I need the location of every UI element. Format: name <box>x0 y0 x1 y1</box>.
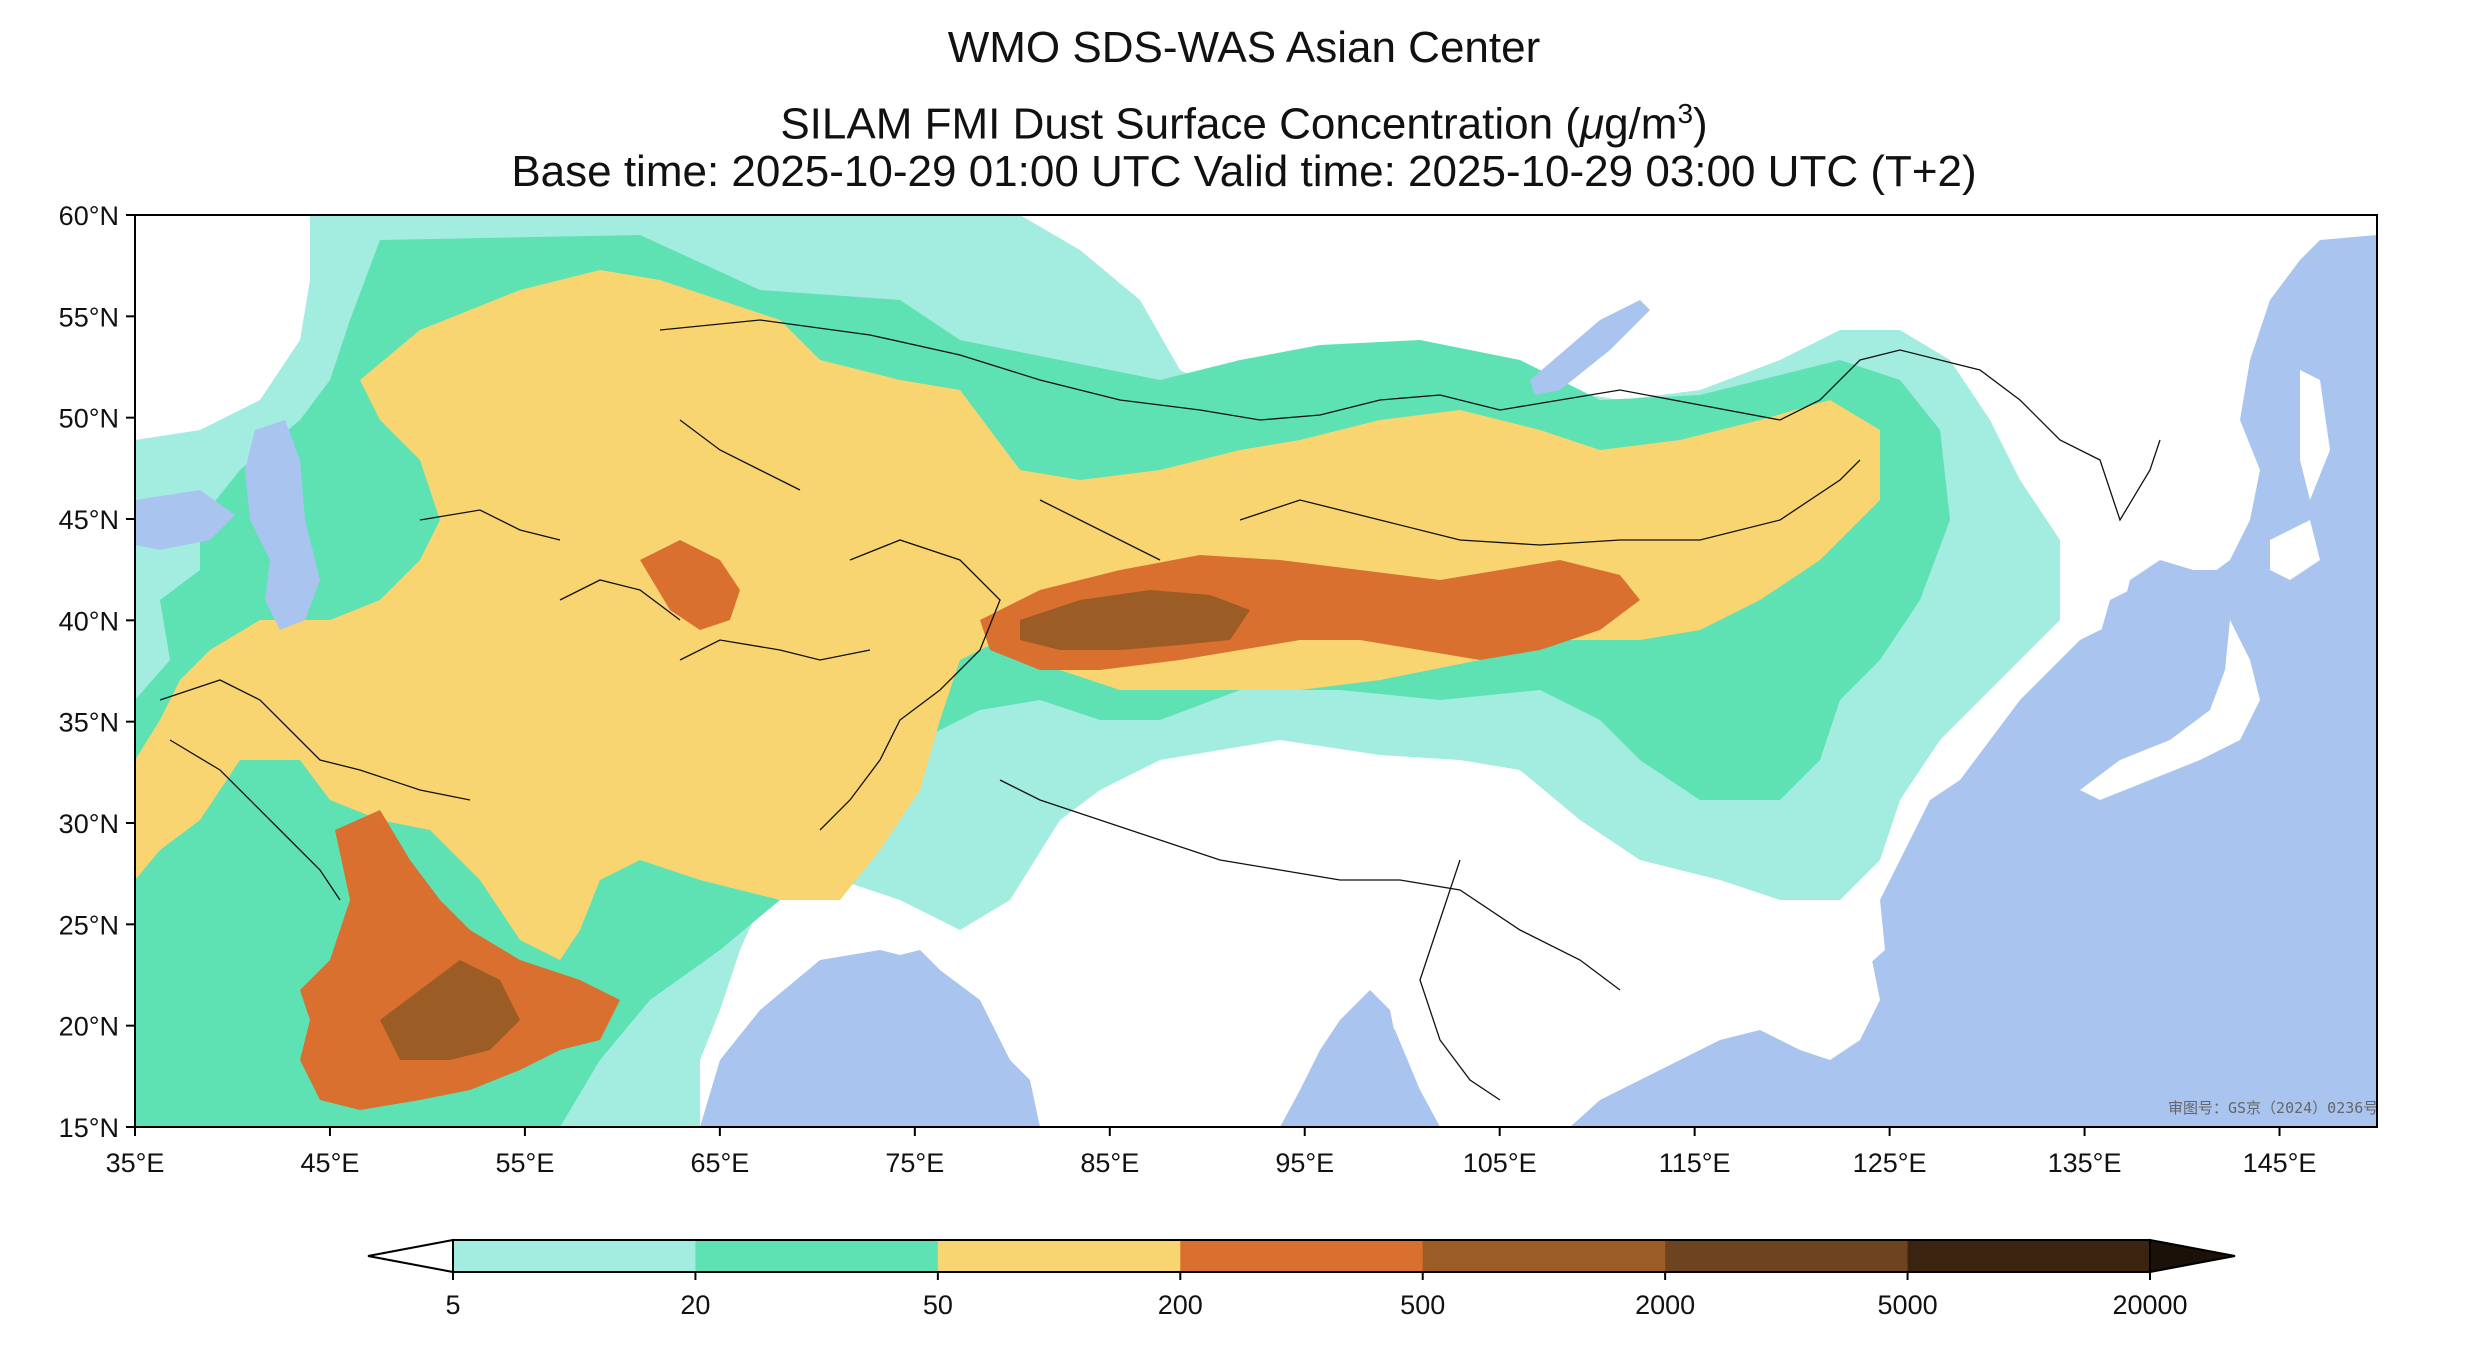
colorbar-tick-label: 200 <box>1158 1290 1203 1320</box>
map-title-line2: SILAM FMI Dust Surface Concentration (μg… <box>0 88 2488 151</box>
lat-tick-label: 15°N <box>59 1113 119 1143</box>
bay-of-bengal <box>1280 1000 1440 1127</box>
lon-tick-145: 145°E <box>2243 1127 2317 1178</box>
lon-tick-label: 65°E <box>690 1148 749 1178</box>
taiwan <box>1855 900 1885 965</box>
lon-tick-105: 105°E <box>1463 1127 1537 1178</box>
lon-tick-label: 45°E <box>301 1148 360 1178</box>
lon-tick-label: 125°E <box>1853 1148 1927 1178</box>
colorbar-tick-label: 20 <box>680 1290 710 1320</box>
lat-tick-45: 45°N <box>59 505 135 535</box>
lat-tick-label: 20°N <box>59 1012 119 1042</box>
unit-mu: μ <box>1579 99 1605 149</box>
colorbar-segment <box>695 1240 939 1272</box>
lon-tick-label: 135°E <box>2048 1148 2122 1178</box>
lat-tick-label: 45°N <box>59 505 119 535</box>
lake-baikal <box>1530 300 1650 395</box>
map-title-line3: Base time: 2025-10-29 01:00 UTC Valid ti… <box>511 147 1977 196</box>
colorbar-segment <box>1180 1240 1424 1272</box>
hainan <box>1620 1020 1660 1055</box>
lon-tick-65: 65°E <box>690 1127 749 1178</box>
colorbar-tick-label: 500 <box>1400 1290 1445 1320</box>
colorbar-tick-label: 50 <box>923 1290 953 1320</box>
colorbar-segment <box>1422 1240 1666 1272</box>
colorbar-under-arrow <box>367 1238 454 1274</box>
map-title-line1: WMO SDS-WAS Asian Center <box>947 23 1541 72</box>
country-borders <box>159 319 2161 1101</box>
colorbar-frame <box>452 1239 2151 1273</box>
latitude-axis: 60°N 55°N 50°N 45°N 40°N 35°N 30°N 25°N 20°N 15°N <box>59 201 135 1143</box>
colorbar-segment <box>453 1240 696 1272</box>
lat-tick-60: 60°N <box>59 201 135 231</box>
lon-tick-75: 75°E <box>885 1127 944 1178</box>
japan-islands <box>2080 620 2260 800</box>
colorbar-segment <box>937 1240 1181 1272</box>
japan-sea <box>2090 570 2250 730</box>
title-prefix: SILAM FMI Dust Surface Concentration ( <box>780 99 1580 149</box>
lat-tick-40: 40°N <box>59 606 135 636</box>
title-suffix: ) <box>1693 99 1708 149</box>
lon-tick-55: 55°E <box>495 1127 554 1178</box>
hokkaido <box>2270 520 2320 580</box>
lat-tick-50: 50°N <box>59 404 135 434</box>
lat-tick-label: 40°N <box>59 606 119 636</box>
lat-tick-label: 60°N <box>59 201 119 231</box>
lat-tick-label: 25°N <box>59 910 119 940</box>
lat-tick-20: 20°N <box>59 1012 135 1042</box>
colorbar-segment <box>1665 1240 1909 1272</box>
longitude-axis: 35°E 45°E 55°E 65°E 75°E 85°E 95°E 105°E 115°E 12… <box>106 1127 2317 1178</box>
lon-tick-35: 35°E <box>106 1127 165 1178</box>
colorbar-segment <box>1907 1240 2151 1272</box>
lon-tick-85: 85°E <box>1080 1127 1139 1178</box>
lat-tick-30: 30°N <box>59 809 135 839</box>
lon-tick-label: 105°E <box>1463 1148 1537 1178</box>
lon-tick-115: 115°E <box>1659 1127 1731 1178</box>
arabian-sea <box>700 950 1020 1127</box>
colorbar: 5 20 50 200 500 2000 5000 20000 <box>367 1238 2236 1320</box>
lon-tick-135: 135°E <box>2048 1127 2122 1178</box>
lat-tick-label: 55°N <box>59 302 119 332</box>
map-frame <box>134 214 2378 1128</box>
lon-tick-label: 95°E <box>1275 1148 1334 1178</box>
map-area: 审图号：GS京（2024）0236号 <box>135 215 2378 1127</box>
dust-level-4-aral <box>640 540 740 630</box>
colorbar-tick-label: 5000 <box>1878 1290 1938 1320</box>
lon-tick-45: 45°E <box>301 1127 360 1178</box>
colorbar-tick-label: 5 <box>445 1290 460 1320</box>
dust-level-5 <box>1020 590 1250 650</box>
lat-tick-55: 55°N <box>59 302 135 332</box>
lat-tick-15: 15°N <box>59 1113 135 1143</box>
unit-rest: g/m <box>1604 99 1678 149</box>
lon-tick-label: 35°E <box>106 1148 165 1178</box>
lon-tick-125: 125°E <box>1853 1127 1927 1178</box>
caspian-sea <box>245 420 320 630</box>
lat-tick-label: 35°N <box>59 708 119 738</box>
lat-tick-25: 25°N <box>59 910 135 940</box>
lon-tick-label: 115°E <box>1659 1148 1731 1178</box>
dust-level-5-arabia <box>380 960 520 1060</box>
lon-tick-label: 85°E <box>1080 1148 1139 1178</box>
lat-tick-label: 30°N <box>59 809 119 839</box>
black-sea <box>135 490 235 550</box>
lon-tick-label: 75°E <box>885 1148 944 1178</box>
colorbar-tick-label: 20000 <box>2112 1290 2187 1320</box>
lat-tick-label: 50°N <box>59 404 119 434</box>
unit-sup: 3 <box>1677 98 1694 129</box>
map-approval-number: 审图号：GS京（2024）0236号 <box>2168 1099 2378 1117</box>
lon-tick-label: 145°E <box>2243 1148 2317 1178</box>
lon-tick-label: 55°E <box>495 1148 554 1178</box>
colorbar-over-arrow <box>2149 1238 2236 1274</box>
sakhalin <box>2300 370 2330 500</box>
lat-tick-35: 35°N <box>59 708 135 738</box>
lon-tick-95: 95°E <box>1275 1127 1334 1178</box>
colorbar-tick-label: 2000 <box>1635 1290 1695 1320</box>
